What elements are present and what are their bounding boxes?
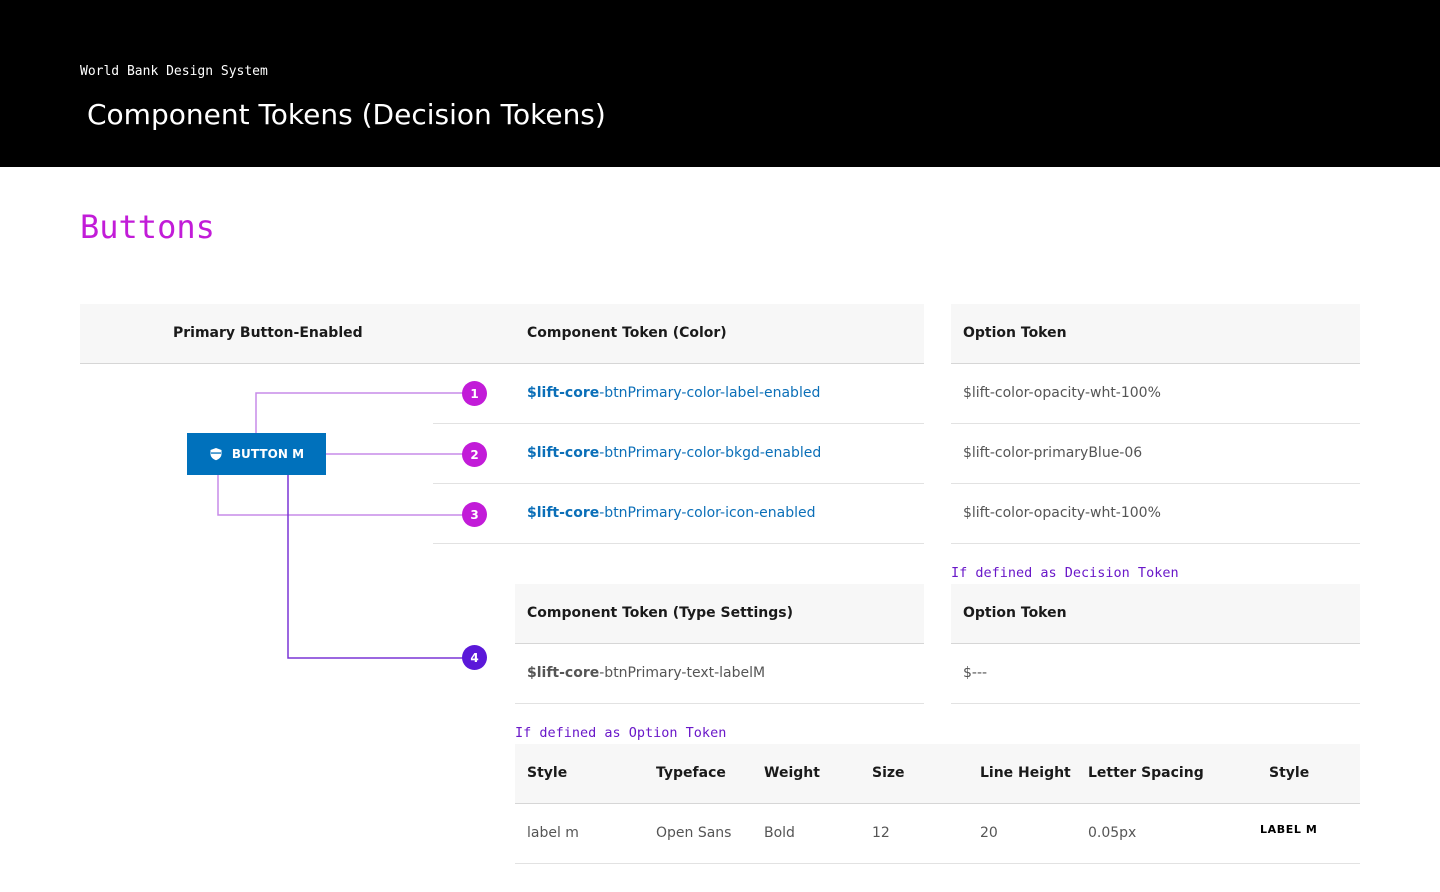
component-token-label[interactable]: $lift-core-btnPrimary-color-label-enable… xyxy=(527,385,820,401)
cell-style: label m xyxy=(527,825,579,841)
connector-3 xyxy=(217,475,474,516)
cell-size: 12 xyxy=(872,825,890,841)
token-prefix: $lift-core xyxy=(527,505,600,521)
col-size: Size xyxy=(872,765,905,781)
badge-4: 4 xyxy=(462,645,487,670)
badge-3: 3 xyxy=(462,502,487,527)
row-divider xyxy=(433,423,924,424)
option-table-header xyxy=(951,304,1360,364)
row-divider xyxy=(951,543,1360,544)
token-prefix: $lift-core xyxy=(527,385,600,401)
col-style: Style xyxy=(527,765,568,781)
row-divider xyxy=(951,423,1360,424)
type-option-token-header: Option Token xyxy=(963,605,1067,621)
option-token-header: Option Token xyxy=(963,325,1067,341)
cell-typeface: Open Sans xyxy=(656,825,732,841)
col-style-preview: Style xyxy=(1269,765,1310,781)
token-suffix: -btnPrimary-color-bkgd-enabled xyxy=(599,445,822,461)
col-typeface: Typeface xyxy=(656,765,726,781)
component-token-icon[interactable]: $lift-core-btnPrimary-color-icon-enabled xyxy=(527,505,816,521)
section-title: Buttons xyxy=(80,208,215,246)
cell-line-height: 20 xyxy=(980,825,998,841)
page-title: Component Tokens (Decision Tokens) xyxy=(87,98,606,131)
row-divider xyxy=(515,703,924,704)
option-token-type: $--- xyxy=(963,665,988,681)
connector-1 xyxy=(255,392,474,448)
token-prefix: $lift-core xyxy=(527,445,600,461)
row-divider xyxy=(951,483,1360,484)
cell-weight: Bold xyxy=(764,825,795,841)
shield-icon xyxy=(210,448,222,461)
color-table-header xyxy=(80,304,924,364)
type-table-header xyxy=(515,584,924,644)
option-token-label: $lift-color-opacity-wht-100% xyxy=(963,385,1161,401)
row-divider xyxy=(951,703,1360,704)
col-line-height: Line Height xyxy=(980,765,1071,781)
col-letter-spacing: Letter Spacing xyxy=(1088,765,1204,781)
token-suffix: -btnPrimary-color-icon-enabled xyxy=(599,505,816,521)
col-weight: Weight xyxy=(764,765,820,781)
badge-2: 2 xyxy=(462,442,487,467)
button-label: BUTTON M xyxy=(231,447,305,461)
token-suffix: -btnPrimary-text-labelM xyxy=(599,665,766,681)
component-color-header: Component Token (Color) xyxy=(527,325,727,341)
decision-token-note: If defined as Decision Token xyxy=(951,565,1179,581)
component-type-header: Component Token (Type Settings) xyxy=(527,605,793,621)
component-token-type[interactable]: $lift-core-btnPrimary-text-labelM xyxy=(527,665,765,681)
row-divider xyxy=(515,863,1360,864)
option-token-note: If defined as Option Token xyxy=(515,725,727,741)
row-divider xyxy=(433,483,924,484)
row-divider xyxy=(433,543,924,544)
cell-letter-spacing: 0.05px xyxy=(1088,825,1137,841)
page-header: World Bank Design System Component Token… xyxy=(0,0,1440,167)
option-token-icon: $lift-color-opacity-wht-100% xyxy=(963,505,1161,521)
component-token-bkgd[interactable]: $lift-core-btnPrimary-color-bkgd-enabled xyxy=(527,445,821,461)
token-suffix: -btnPrimary-color-label-enabled xyxy=(599,385,821,401)
cell-style-preview: LABEL M xyxy=(1260,823,1318,836)
type-option-header xyxy=(951,584,1360,644)
option-token-bkgd: $lift-color-primaryBlue-06 xyxy=(963,445,1143,461)
primary-button-demo[interactable]: BUTTON M xyxy=(187,433,326,475)
token-prefix: $lift-core xyxy=(527,665,600,681)
badge-1: 1 xyxy=(462,381,487,406)
style-table-header xyxy=(515,744,1360,804)
demo-column-header: Primary Button-Enabled xyxy=(173,325,363,341)
brand-label: World Bank Design System xyxy=(80,64,268,79)
connector-4 xyxy=(287,460,474,659)
